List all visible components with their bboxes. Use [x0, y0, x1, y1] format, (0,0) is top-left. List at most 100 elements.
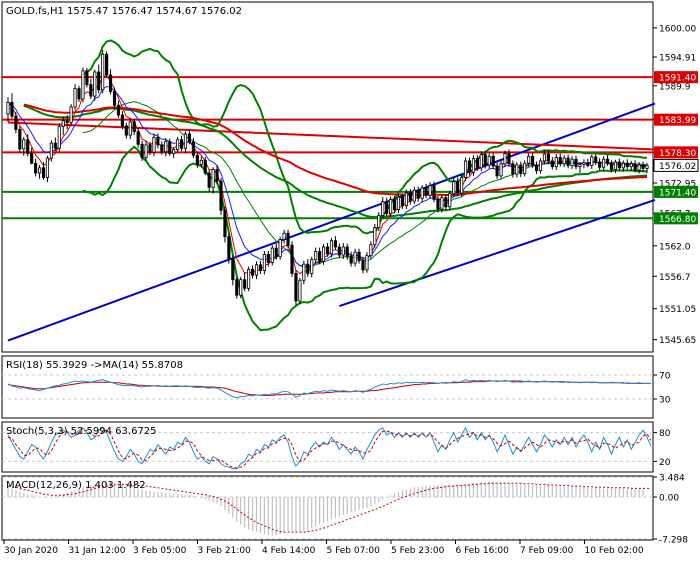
candle — [345, 243, 349, 260]
stochastic-panel[interactable]: 80 20 Stoch(5,3,3) 52.5994 63.6725 — [1, 421, 671, 473]
resistance-trendline — [7, 121, 655, 151]
candle-body — [546, 153, 550, 162]
stochastic-title: Stoch(5,3,3) 52.5994 63.6725 — [6, 426, 157, 437]
candle — [290, 241, 294, 277]
candle — [164, 137, 168, 157]
slow-ma-red — [23, 103, 648, 196]
candle-body — [345, 246, 349, 257]
candle-body — [329, 240, 334, 255]
candle-body — [112, 91, 117, 106]
candle-body — [34, 162, 38, 174]
candle — [85, 67, 89, 88]
candle-body — [207, 172, 211, 188]
resistance-level-tag — [654, 146, 698, 159]
axis-tick-label: 30 — [659, 396, 671, 406]
candle — [404, 189, 408, 210]
candle-body — [120, 114, 124, 127]
candle — [258, 260, 263, 274]
candle — [621, 160, 625, 172]
candle — [231, 255, 235, 286]
candle-body — [152, 137, 156, 153]
candle — [195, 151, 199, 168]
candle — [400, 193, 405, 210]
macd-panel[interactable]: 3.484 0.00 -7.298 MACD(12,26,9) 1.403 1.48… — [1, 474, 688, 546]
candle — [357, 248, 361, 264]
candle — [523, 160, 527, 177]
candle — [416, 186, 420, 202]
main-chart-title: GOLD.fs,H1 1575.47 1576.47 1574.67 1576.… — [6, 6, 242, 17]
candle — [270, 245, 274, 266]
candle — [337, 243, 341, 259]
candle — [463, 157, 468, 182]
candle — [507, 149, 511, 167]
candle-body — [511, 163, 515, 175]
candle — [645, 162, 649, 174]
candle-body — [538, 160, 543, 172]
candle-body — [432, 185, 436, 200]
price-tick-label: 1556.7 — [659, 273, 691, 283]
candle — [250, 265, 255, 279]
candle — [124, 123, 128, 139]
candle-body — [562, 157, 566, 165]
candle — [176, 136, 180, 153]
candle-body — [385, 201, 389, 215]
candle — [37, 164, 42, 179]
candle-body — [605, 158, 610, 165]
bollinger-lower-band — [82, 145, 647, 332]
candle — [152, 133, 156, 157]
candle-body — [183, 133, 188, 149]
candle-body — [247, 268, 251, 289]
candle — [187, 130, 192, 145]
candle — [349, 251, 353, 267]
candle-body — [542, 153, 547, 162]
candle — [613, 159, 618, 173]
candle-body — [270, 247, 274, 263]
stochastic-panel-frame — [1, 421, 654, 473]
candle — [471, 155, 476, 176]
candle — [282, 229, 286, 244]
candle — [34, 158, 38, 177]
candle-body — [625, 162, 629, 168]
candle — [550, 156, 554, 170]
candle-body — [73, 88, 77, 108]
price-tick-label: 1551.05 — [659, 305, 696, 315]
candle-body — [609, 163, 614, 170]
price-panel[interactable]: 1600.00 1594.91 1589.9 1583.99 1578.30 1572.9… — [1, 1, 699, 353]
candle — [369, 241, 373, 260]
candle-body — [164, 141, 168, 153]
candle — [377, 212, 381, 231]
rsi-panel[interactable]: 70 30 RSI(18) 55.3929 ->MA(14) 55.8708 — [1, 355, 671, 419]
candle-body — [590, 156, 594, 166]
candle — [452, 178, 456, 198]
candle — [10, 93, 14, 119]
candle-body — [519, 164, 523, 174]
axis-tick-label: 70 — [659, 372, 671, 382]
candle — [428, 182, 432, 199]
candle-body — [436, 198, 440, 210]
channel-trendline — [7, 102, 656, 342]
candle-body — [463, 160, 468, 178]
stochastic-lines — [2, 426, 653, 470]
candle-body — [160, 144, 164, 153]
candle — [495, 162, 499, 180]
candle-body — [97, 71, 101, 91]
candle — [93, 69, 97, 101]
macd-title: MACD(12,26,9) 1.403 1.482 — [6, 480, 146, 491]
stoch-d-line — [7, 429, 652, 469]
candle — [412, 186, 416, 204]
resistance-level-tag — [654, 113, 698, 126]
resistance-level-label: 1583.99 — [659, 116, 696, 126]
candle — [625, 159, 629, 170]
candle — [77, 85, 81, 102]
candle-body — [215, 169, 219, 182]
candle-body — [45, 157, 50, 178]
candle-body — [456, 181, 460, 194]
candle — [562, 155, 566, 168]
candle — [81, 67, 85, 103]
candle-body — [49, 142, 53, 159]
candle-body — [578, 163, 582, 168]
candle-body — [286, 232, 290, 246]
candle — [420, 185, 424, 202]
candle — [503, 150, 507, 168]
